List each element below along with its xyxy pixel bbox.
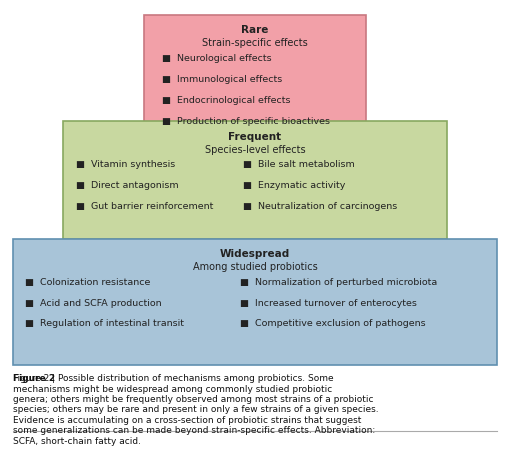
Text: ■  Neurological effects: ■ Neurological effects <box>161 54 271 63</box>
Text: Frequent: Frequent <box>228 132 281 141</box>
Text: ■  Normalization of perturbed microbiota: ■ Normalization of perturbed microbiota <box>240 277 437 286</box>
Text: Figure 2: Figure 2 <box>13 373 55 382</box>
Text: ■  Colonization resistance: ■ Colonization resistance <box>25 277 151 286</box>
Text: Figure 2 | Possible distribution of mechanisms among probiotics. Some
mechanisms: Figure 2 | Possible distribution of mech… <box>13 373 378 445</box>
Text: ■  Production of specific bioactives: ■ Production of specific bioactives <box>161 116 329 125</box>
FancyBboxPatch shape <box>63 122 446 239</box>
Text: ■  Direct antagonism: ■ Direct antagonism <box>76 181 178 190</box>
Text: ■  Regulation of intestinal transit: ■ Regulation of intestinal transit <box>25 319 184 328</box>
FancyBboxPatch shape <box>13 239 496 365</box>
Text: ■  Neutralization of carcinogens: ■ Neutralization of carcinogens <box>243 202 397 211</box>
Text: Rare: Rare <box>241 25 268 35</box>
Text: Widespread: Widespread <box>219 248 290 258</box>
Text: ■  Increased turnover of enterocytes: ■ Increased turnover of enterocytes <box>240 298 416 307</box>
Text: ■  Competitive exclusion of pathogens: ■ Competitive exclusion of pathogens <box>240 319 425 328</box>
Text: Species-level effects: Species-level effects <box>204 145 305 155</box>
Text: Strain-specific effects: Strain-specific effects <box>202 38 307 48</box>
Text: ■  Immunological effects: ■ Immunological effects <box>161 75 281 84</box>
FancyBboxPatch shape <box>144 16 365 124</box>
Text: ■  Gut barrier reinforcement: ■ Gut barrier reinforcement <box>76 202 213 211</box>
Text: ■  Enzymatic activity: ■ Enzymatic activity <box>243 181 345 190</box>
Text: ■  Acid and SCFA production: ■ Acid and SCFA production <box>25 298 162 307</box>
Text: Among studied probiotics: Among studied probiotics <box>192 262 317 272</box>
Text: ■  Vitamin synthesis: ■ Vitamin synthesis <box>76 160 175 169</box>
Text: ■  Endocrinological effects: ■ Endocrinological effects <box>161 95 290 105</box>
Text: ■  Bile salt metabolism: ■ Bile salt metabolism <box>243 160 355 169</box>
